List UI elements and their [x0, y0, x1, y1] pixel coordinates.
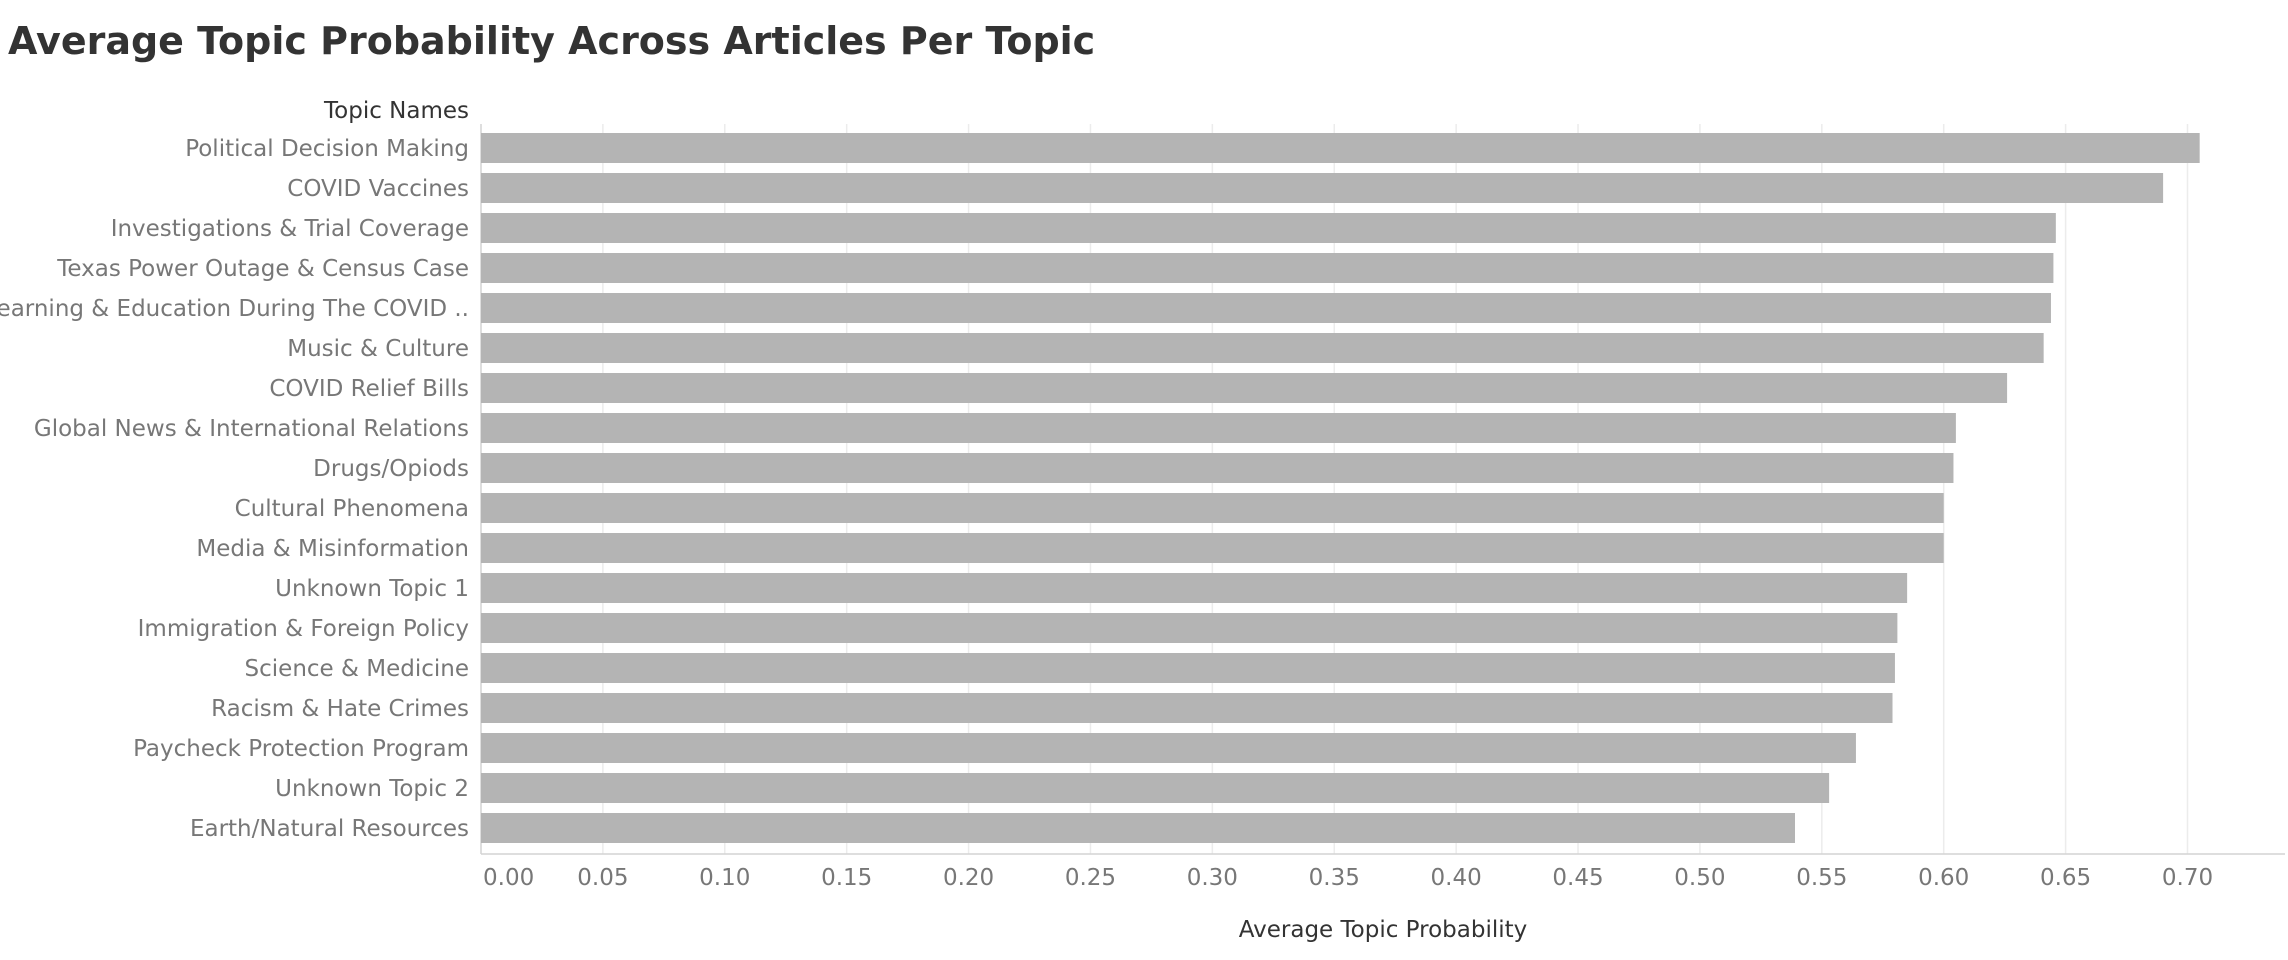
category-label: COVID Relief Bills	[269, 376, 469, 402]
category-label: Learning & Education During The COVID ..	[0, 296, 469, 322]
bar	[481, 773, 1830, 803]
bar	[481, 213, 2056, 243]
x-tick-label: 0.45	[1552, 865, 1603, 891]
bar	[481, 573, 1908, 603]
category-label: Political Decision Making	[185, 136, 469, 162]
x-tick-label: 0.35	[1309, 865, 1360, 891]
category-label: Unknown Topic 1	[275, 576, 469, 602]
bar	[481, 493, 1944, 523]
category-label: Unknown Topic 2	[275, 776, 469, 802]
bar	[481, 333, 2044, 363]
category-label: Earth/Natural Resources	[190, 816, 469, 842]
bar	[481, 413, 1956, 443]
category-label: Music & Culture	[287, 336, 469, 362]
category-label: Cultural Phenomena	[235, 496, 469, 522]
x-tick-label: 0.00	[483, 865, 534, 891]
bar	[481, 133, 2200, 163]
gridlines	[480, 124, 2285, 855]
x-tick-label: 0.40	[1431, 865, 1482, 891]
x-tick-label: 0.50	[1674, 865, 1725, 891]
x-tick-label: 0.05	[577, 865, 628, 891]
x-tick-label: 0.15	[821, 865, 872, 891]
x-tick-label: 0.55	[1796, 865, 1847, 891]
category-label: Investigations & Trial Coverage	[111, 216, 469, 242]
x-tick-label: 0.20	[943, 865, 994, 891]
bar	[481, 453, 1954, 483]
bar	[481, 813, 1795, 843]
category-label: Drugs/Opiods	[313, 456, 469, 482]
category-label: Texas Power Outage & Census Case	[56, 256, 469, 282]
x-axis-label: Average Topic Probability	[1239, 917, 1528, 943]
category-label: Racism & Hate Crimes	[211, 696, 469, 722]
category-labels: Political Decision Making COVID Vaccines I…	[0, 136, 469, 842]
chart-title: Average Topic Probability Across Article…	[8, 19, 1095, 63]
bar	[481, 693, 1893, 723]
bar	[481, 373, 2008, 403]
bar	[481, 293, 2051, 323]
category-axis-header: Topic Names	[323, 98, 469, 124]
x-tick-label: 0.10	[699, 865, 750, 891]
bar	[481, 253, 2054, 283]
x-tick-label: 0.65	[2040, 865, 2091, 891]
category-label: COVID Vaccines	[287, 176, 469, 202]
bar	[481, 653, 1895, 683]
category-label: Immigration & Foreign Policy	[138, 616, 469, 642]
x-tick-label: 0.70	[2162, 865, 2213, 891]
category-label: Media & Misinformation	[196, 536, 469, 562]
bar	[481, 173, 2164, 203]
bar	[481, 533, 1944, 563]
category-label: Global News & International Relations	[34, 416, 469, 442]
category-label: Paycheck Protection Program	[133, 736, 469, 762]
bars	[481, 133, 2200, 843]
x-tick-label: 0.25	[1065, 865, 1116, 891]
x-tick-label: 0.30	[1187, 865, 1238, 891]
bar	[481, 733, 1856, 763]
x-axis-ticks: 0.00 0.05 0.10 0.15 0.20 0.25 0.30 0.35 0.40 0.45…	[483, 865, 2213, 891]
category-label: Science & Medicine	[245, 656, 469, 682]
bar	[481, 613, 1898, 643]
x-tick-label: 0.60	[1918, 865, 1969, 891]
